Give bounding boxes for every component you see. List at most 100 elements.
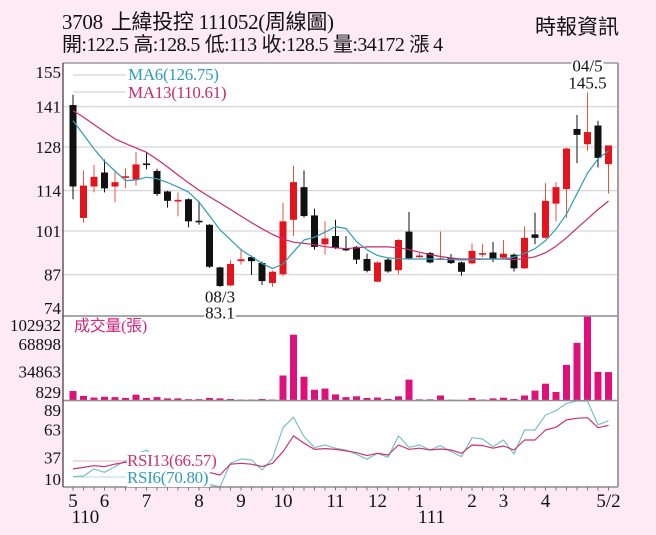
volume-panel-label: 成交量(張) — [74, 318, 147, 335]
volume-bar — [584, 316, 591, 400]
price-axis-label: 74 — [44, 299, 62, 318]
candle-down — [300, 170, 308, 218]
month-label: 12 — [368, 491, 387, 512]
price-axis-label: 155 — [36, 63, 62, 82]
candle-body — [90, 176, 98, 187]
volume-bar — [332, 394, 339, 400]
candle-body — [311, 215, 318, 247]
volume-bar — [185, 399, 192, 400]
volume-bar — [101, 396, 108, 400]
volume-bar — [216, 398, 224, 400]
candle-body — [195, 220, 203, 223]
candle-down — [332, 219, 339, 250]
quote-high-label: 高: — [133, 34, 158, 56]
annotation-bg — [567, 74, 608, 92]
rsi-axis-label: 63 — [44, 420, 61, 439]
candle-body — [185, 199, 192, 222]
candle-body — [374, 262, 381, 282]
candle-up — [563, 147, 570, 218]
candle-up — [90, 165, 98, 193]
quote-change: 漲 4 — [409, 34, 443, 56]
candle-body — [426, 253, 434, 263]
candle-up — [584, 92, 591, 151]
candle-up — [605, 145, 612, 194]
candle-body — [552, 187, 560, 204]
candle-up — [374, 261, 381, 283]
candle-body — [489, 252, 497, 259]
candle-body — [132, 164, 140, 180]
candle-up — [395, 239, 402, 274]
candle-up — [542, 183, 549, 239]
volume-axis-label: 829 — [36, 383, 62, 402]
candle-down — [458, 261, 465, 276]
candle-body — [153, 170, 161, 194]
candle-body — [594, 125, 602, 158]
volume-axis-label: 68898 — [19, 335, 62, 354]
candle-down — [384, 257, 392, 273]
quote-line: 開:122.5 高:128.5 低:113 收:128.5 量:34172 漲 4 — [62, 33, 448, 57]
candle-up — [479, 243, 486, 258]
volume-bar — [405, 379, 413, 400]
candle-body — [573, 128, 581, 135]
candle-up — [468, 243, 476, 265]
candle-body — [248, 257, 255, 262]
candle-up — [122, 168, 129, 189]
annotation-bg — [203, 288, 237, 306]
candle-body — [143, 163, 150, 166]
candle-body — [332, 235, 339, 248]
candle-body — [300, 187, 308, 217]
candle-down — [153, 168, 161, 196]
candle-up — [416, 253, 423, 258]
volume-bar — [90, 397, 98, 400]
rsi-axis-label: 89 — [44, 401, 61, 420]
quote-open: 開:122.5 — [62, 34, 129, 56]
month-label: 5 — [68, 491, 78, 512]
volume-bar — [468, 397, 476, 400]
volume-bar — [279, 375, 287, 400]
volume-bar — [321, 388, 329, 400]
volume-bar — [143, 397, 150, 400]
candle-down — [185, 198, 192, 228]
legend-leader-lines — [73, 74, 126, 478]
quote-close: 收:128.5 — [262, 34, 329, 56]
quote-low-value: 113 — [229, 34, 257, 56]
volume-axis-label: 102932 — [10, 316, 61, 335]
month-label: 11 — [326, 491, 344, 512]
price-gridlines — [63, 105, 618, 276]
month-label: 4 — [541, 491, 551, 512]
candle-up — [321, 221, 329, 255]
candle-body — [405, 231, 413, 259]
candle-body — [384, 259, 392, 272]
candle-body — [269, 271, 276, 283]
candle-down — [195, 200, 203, 225]
volume-bar — [122, 397, 129, 400]
candle-down — [573, 114, 581, 164]
volume-bar — [311, 389, 318, 400]
ma13-line — [72, 110, 609, 261]
candle-down — [69, 94, 77, 200]
volume-bar — [227, 399, 234, 400]
candle-down — [258, 261, 266, 286]
quote-change-label: 漲 — [409, 34, 434, 56]
volume-bar — [342, 397, 350, 400]
volume-bar — [300, 376, 308, 400]
legend-rsi6: RSI6(70.80) — [127, 468, 211, 487]
volume-bar — [573, 342, 581, 400]
volume-bar — [174, 398, 182, 400]
candle-up — [174, 192, 182, 217]
volume-bar — [594, 371, 602, 400]
candle-body — [122, 176, 129, 178]
volume-bar — [426, 399, 434, 400]
price-axis-label: 101 — [36, 222, 62, 241]
volume-bar — [542, 383, 549, 400]
volume-axis-label: 34863 — [19, 363, 62, 382]
candle-up — [227, 259, 234, 287]
quote-open-label: 開: — [62, 34, 87, 56]
candle-body — [479, 253, 486, 255]
price-axis-label: 141 — [36, 98, 62, 117]
month-label: 9 — [236, 491, 246, 512]
price-axis-label: 114 — [36, 182, 61, 201]
volume-bar — [111, 397, 119, 400]
volume-bar — [374, 397, 381, 400]
